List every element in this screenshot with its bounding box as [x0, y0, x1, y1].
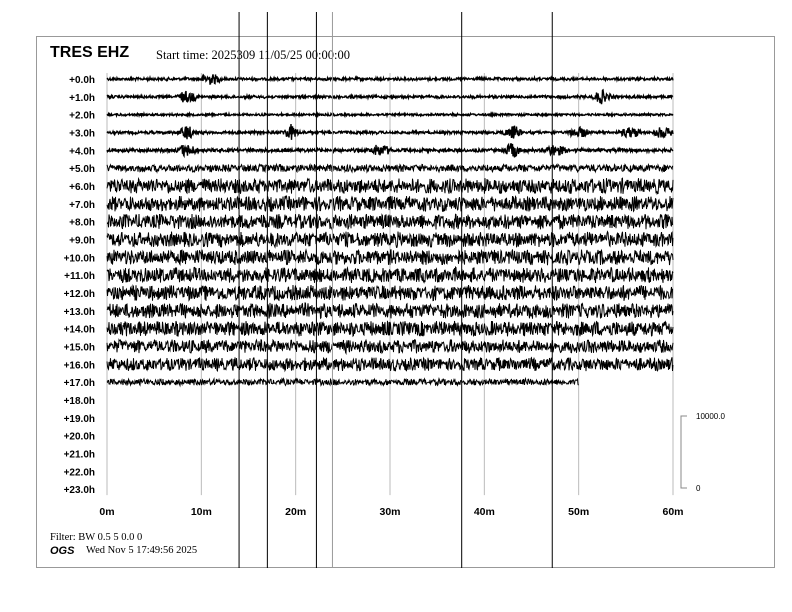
timestamp: Wed Nov 5 17:49:56 2025	[86, 545, 198, 556]
row-label: +13.0h	[64, 307, 95, 318]
row-label: +15.0h	[64, 342, 95, 353]
org-logo: OGS	[50, 545, 75, 557]
row-label: +21.0h	[64, 449, 95, 460]
row-label: +18.0h	[64, 396, 95, 407]
row-label: +14.0h	[64, 325, 95, 336]
trace-row	[106, 88, 674, 105]
scale-top-label: 10000.0	[696, 412, 725, 421]
trace-row	[106, 266, 674, 284]
row-label: +9.0h	[69, 235, 95, 246]
row-label: +5.0h	[69, 164, 95, 175]
plot-frame	[36, 36, 775, 568]
row-label: +4.0h	[69, 146, 95, 157]
row-label: +12.0h	[64, 289, 95, 300]
row-label: +22.0h	[64, 467, 95, 478]
trace-row	[106, 302, 674, 320]
row-label: +20.0h	[64, 432, 95, 443]
row-label: +0.0h	[69, 75, 95, 86]
station-title: TRES EHZ	[50, 44, 130, 61]
x-tick-label: 30m	[379, 506, 400, 518]
trace-row	[106, 142, 674, 159]
row-label: +1.0h	[69, 93, 95, 104]
trace-row	[106, 110, 674, 119]
row-label: +6.0h	[69, 182, 95, 193]
trace-row	[106, 73, 674, 85]
row-label: +8.0h	[69, 218, 95, 229]
x-tick-label: 20m	[285, 506, 306, 518]
x-tick-label: 10m	[191, 506, 212, 518]
x-tick-label: 0m	[99, 506, 114, 518]
trace-row	[106, 284, 674, 302]
x-tick-label: 60m	[662, 506, 683, 518]
row-label: +23.0h	[64, 485, 95, 496]
trace-row	[106, 338, 674, 356]
trace-row	[106, 376, 579, 388]
trace-row	[106, 123, 674, 140]
trace-row	[106, 162, 674, 174]
row-label: +7.0h	[69, 200, 95, 211]
start-time: Start time: 2025309 11/05/25 00:00:00	[156, 48, 350, 62]
trace-row	[106, 356, 674, 373]
row-label: +16.0h	[64, 360, 95, 371]
row-label: +10.0h	[64, 253, 95, 264]
scale-bottom-label: 0	[696, 484, 701, 493]
trace-row	[106, 194, 674, 213]
trace-row	[106, 176, 674, 196]
x-tick-label: 50m	[568, 506, 589, 518]
row-label: +11.0h	[64, 271, 95, 282]
trace-row	[106, 320, 674, 338]
trace-row	[106, 213, 674, 231]
row-label: +3.0h	[69, 128, 95, 139]
scale-bar	[680, 415, 687, 489]
filter-label: Filter: BW 0.5 5 0.0 0	[50, 532, 143, 543]
row-label: +17.0h	[64, 378, 95, 389]
trace-row	[106, 248, 674, 267]
x-tick-label: 40m	[474, 506, 495, 518]
trace-row	[106, 230, 674, 249]
row-label: +2.0h	[69, 111, 95, 122]
row-label: +19.0h	[64, 414, 95, 425]
